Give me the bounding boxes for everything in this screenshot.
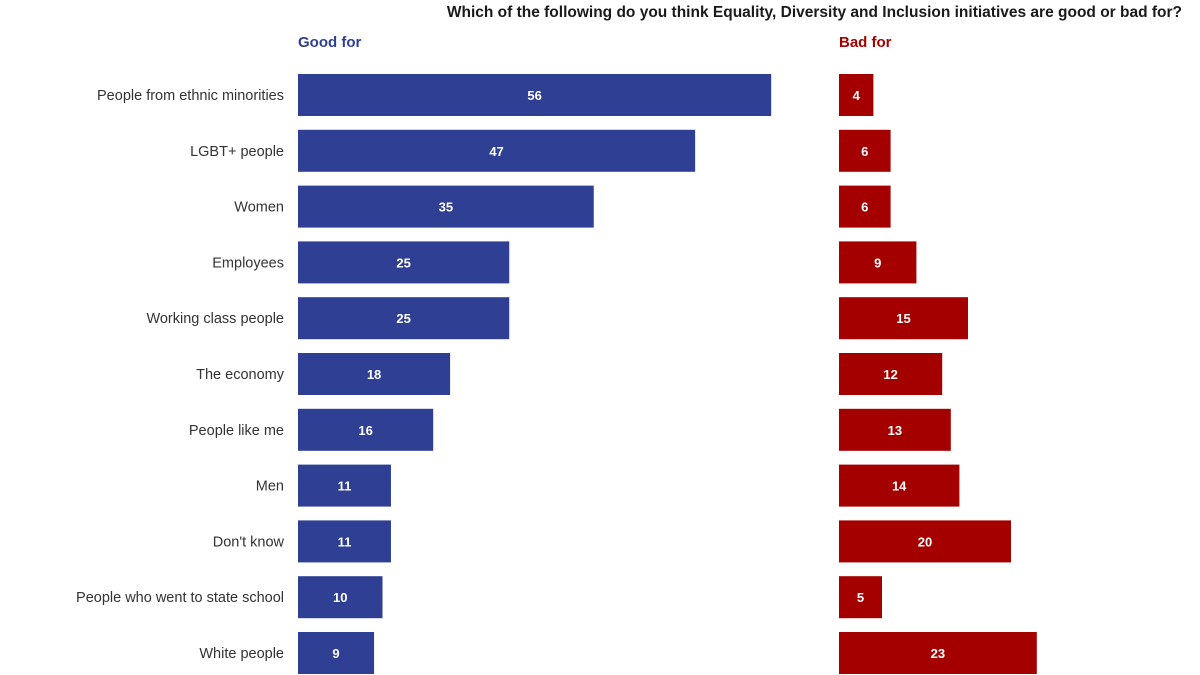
bar-good xyxy=(298,241,510,284)
chart-title: Which of the following do you think Equa… xyxy=(446,4,1182,21)
bar-bad xyxy=(839,520,1011,563)
series-header-good-for: Good for xyxy=(298,34,362,51)
bar-bad xyxy=(839,464,960,507)
category-label: White people xyxy=(199,646,284,662)
category-label: The economy xyxy=(196,367,285,383)
data-label: 9 xyxy=(874,255,881,270)
series-header-bad-for: Bad for xyxy=(839,34,892,51)
category-label: Employees xyxy=(212,255,284,271)
data-label: 15 xyxy=(896,311,910,326)
data-label: 12 xyxy=(883,367,897,382)
category-label: LGBT+ people xyxy=(190,144,284,160)
category-label: Men xyxy=(256,479,284,495)
category-label: People who went to state school xyxy=(76,590,284,606)
bar-good xyxy=(298,576,383,619)
data-label: 9 xyxy=(332,646,339,661)
bar-bad xyxy=(839,185,891,228)
data-label: 20 xyxy=(918,534,932,549)
bar-good xyxy=(298,408,434,451)
bar-good xyxy=(298,464,391,507)
data-label: 25 xyxy=(396,311,410,326)
data-label: 5 xyxy=(857,590,864,605)
bar-good xyxy=(298,632,375,674)
bar-bad xyxy=(839,632,1037,674)
data-label: 18 xyxy=(367,367,381,382)
data-label: 56 xyxy=(527,88,541,103)
category-label: People like me xyxy=(189,423,284,439)
data-label: 13 xyxy=(888,423,902,438)
bar-bad xyxy=(839,74,874,116)
data-label: 47 xyxy=(489,144,503,159)
bar-good xyxy=(298,520,391,563)
bar-good xyxy=(298,297,510,340)
category-label: People from ethnic minorities xyxy=(97,88,284,104)
bar-bad xyxy=(839,576,882,619)
data-label: 6 xyxy=(861,144,868,159)
bar-good xyxy=(298,353,451,395)
data-label: 16 xyxy=(358,423,372,438)
data-label: 14 xyxy=(892,479,907,494)
bar-bad xyxy=(839,297,968,340)
data-label: 23 xyxy=(931,646,945,661)
data-label: 4 xyxy=(853,88,861,103)
bar-bad xyxy=(839,353,943,395)
bar-good xyxy=(298,129,696,172)
data-label: 25 xyxy=(396,255,410,270)
bar-good xyxy=(298,74,772,116)
category-label: Working class people xyxy=(146,311,284,327)
category-label: Women xyxy=(234,200,284,216)
bar-bad xyxy=(839,408,951,451)
data-label: 11 xyxy=(338,479,352,494)
category-label: Don't know xyxy=(213,534,285,550)
data-label: 6 xyxy=(861,200,868,215)
data-label: 10 xyxy=(333,590,347,605)
bar-good xyxy=(298,185,594,228)
bar-bad xyxy=(839,129,891,172)
bar-bad xyxy=(839,241,917,284)
data-label: 35 xyxy=(439,200,453,215)
data-label: 11 xyxy=(338,534,352,549)
